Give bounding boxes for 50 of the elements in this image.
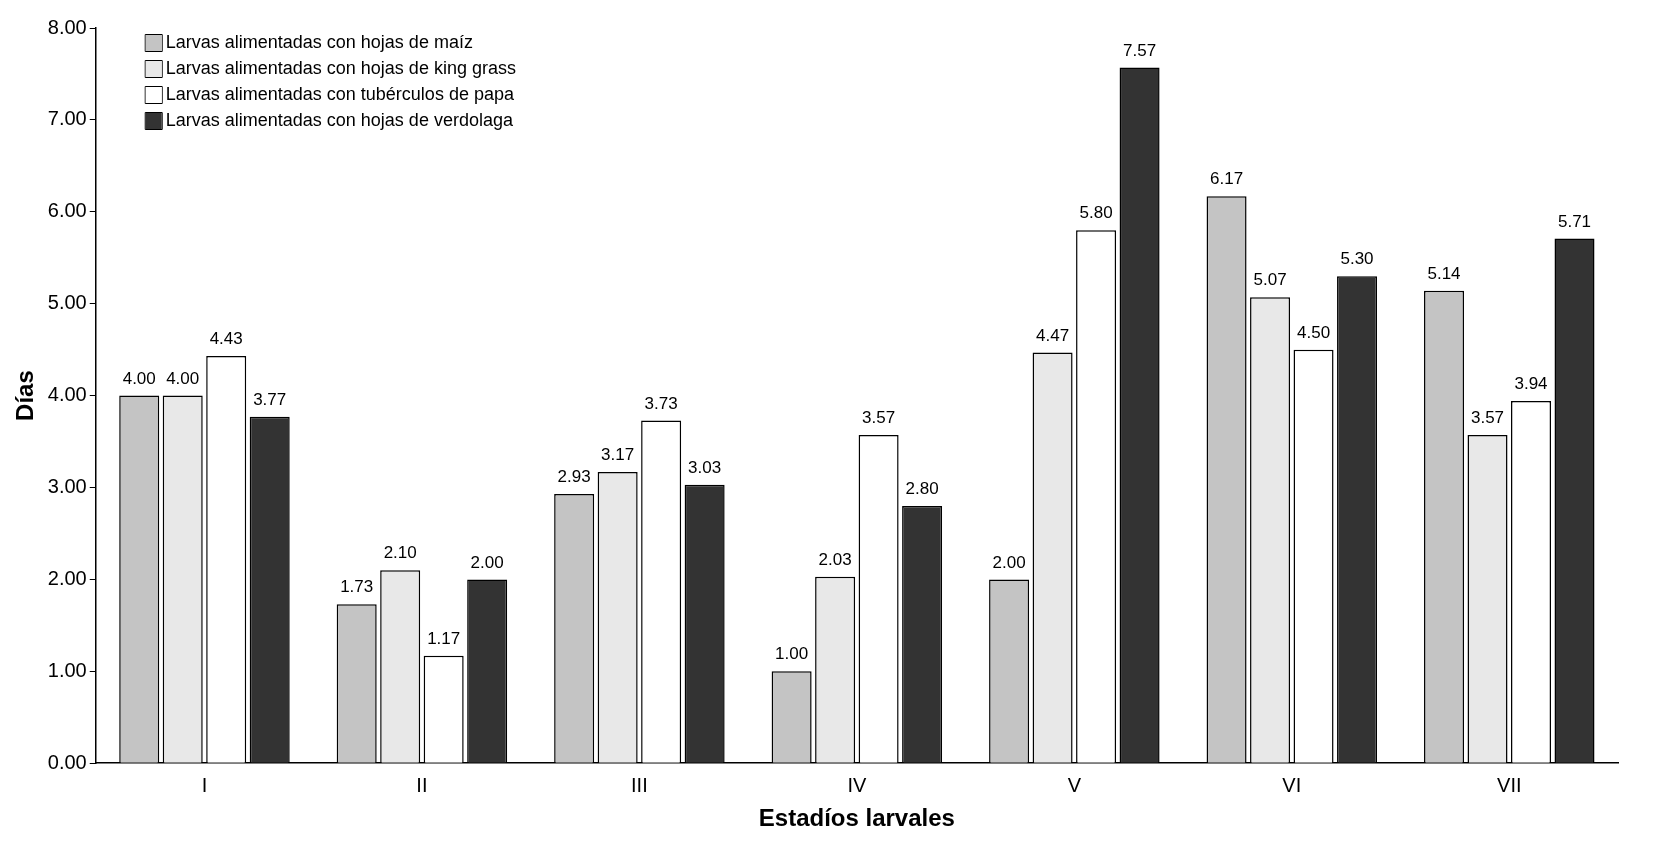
x-tick-label: IV (847, 773, 867, 796)
data-label: 5.07 (1253, 270, 1287, 290)
y-tick-label: 2.00 (47, 566, 87, 589)
legend-label: Larvas alimentadas con hojas de verdolaga (165, 109, 514, 130)
legend-label: Larvas alimentadas con hojas de maíz (165, 31, 473, 52)
data-label: 3.03 (688, 457, 722, 477)
y-tick-label: 1.00 (47, 658, 87, 681)
x-tick-label: I (201, 773, 208, 796)
y-tick-label: 0.00 (47, 750, 87, 773)
y-tick-label: 7.00 (47, 107, 87, 130)
data-label: 2.80 (905, 479, 939, 499)
data-label: 4.43 (209, 329, 243, 349)
data-label: 4.00 (122, 368, 156, 388)
data-label: 4.47 (1036, 325, 1070, 345)
y-tick-label: 5.00 (47, 291, 87, 314)
x-tick-label: VI (1282, 773, 1302, 796)
data-label: 5.80 (1079, 203, 1113, 223)
data-label: 1.00 (775, 644, 809, 664)
data-label: 3.57 (862, 408, 896, 428)
y-tick-label: 8.00 (47, 15, 87, 38)
data-label: 2.03 (818, 549, 852, 569)
data-label: 1.73 (340, 577, 374, 597)
data-label: 3.73 (644, 393, 678, 413)
legend-label: Larvas alimentadas con tubérculos de papa (165, 83, 515, 104)
x-axis-title: Estadíos larvales (758, 804, 955, 832)
x-tick-label: II (416, 773, 428, 796)
y-tick-label: 3.00 (47, 475, 87, 498)
y-axis-title: Días (11, 370, 39, 421)
data-label: 1.17 (427, 628, 461, 648)
data-label: 2.00 (992, 552, 1026, 572)
data-label: 3.77 (253, 389, 287, 409)
data-label: 5.71 (1557, 211, 1592, 231)
data-label: 2.00 (470, 552, 504, 572)
data-label: 3.94 (1514, 374, 1548, 394)
data-label: 5.14 (1427, 264, 1461, 284)
data-label: 4.00 (166, 368, 200, 388)
x-tick-label: V (1067, 773, 1082, 796)
data-label: 4.50 (1297, 322, 1331, 342)
x-tick-label: VII (1497, 773, 1522, 796)
data-label: 5.30 (1340, 249, 1374, 269)
data-label: 6.17 (1210, 169, 1244, 189)
data-label: 2.93 (557, 467, 591, 487)
y-tick-label: 6.00 (47, 199, 87, 222)
data-label: 3.17 (601, 445, 635, 465)
legend-label: Larvas alimentadas con hojas de king grass (165, 57, 516, 78)
data-label: 7.57 (1123, 40, 1157, 60)
data-label: 2.10 (383, 543, 417, 563)
data-label: 3.57 (1470, 408, 1505, 428)
y-tick-label: 4.00 (47, 383, 87, 406)
x-tick-label: III (631, 773, 648, 796)
